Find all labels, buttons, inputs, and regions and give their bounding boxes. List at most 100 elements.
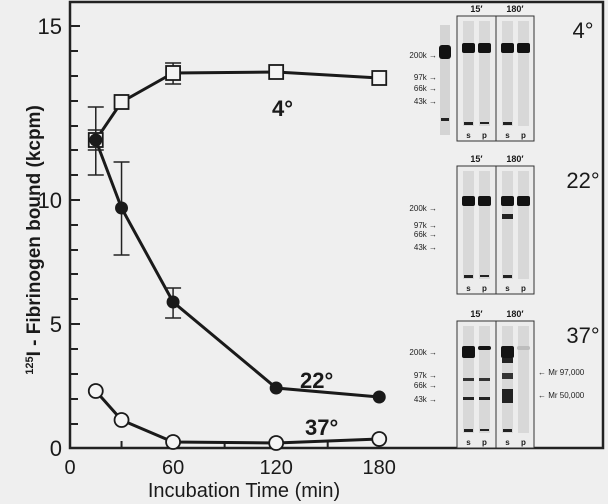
x-tick-label: 180: [363, 457, 396, 479]
lane-label: p: [482, 284, 487, 293]
series-37deg: 37°: [87, 383, 388, 451]
y-tick-label: 15: [38, 14, 62, 39]
gel-panel-22deg: 200k → 97k →66k → 43k → 15′ s p 180′ s p 22°: [409, 154, 600, 295]
lane-label: s: [466, 438, 471, 447]
filled-circle-marker: [372, 390, 386, 404]
mw-marker-label: 66k →: [414, 381, 437, 390]
mw-marker-label: 200k →: [409, 348, 437, 357]
y-axis: 15 10 5 0: [38, 14, 80, 461]
gel-time-label: 15′: [470, 309, 482, 319]
x-tick-label: 0: [64, 457, 75, 479]
gel-lane: [502, 171, 513, 279]
band: [503, 429, 512, 432]
lane-label: p: [521, 438, 526, 447]
x-tick-label: 60: [162, 457, 184, 479]
band: [441, 118, 449, 121]
gel-lane: [502, 21, 513, 126]
mw-marker-label: 43k →: [414, 395, 437, 404]
gel-lane: [518, 326, 529, 433]
mw-marker-label: 97k →: [414, 221, 437, 230]
gel-time-label: 180′: [506, 309, 523, 319]
gel-lane: [502, 326, 513, 433]
gel-box: [456, 165, 497, 295]
gel-lane: [518, 171, 529, 279]
gel-time-label: 15′: [470, 4, 482, 14]
band: [462, 43, 475, 53]
lane-label: s: [466, 284, 471, 293]
gel-temp-label: 4°: [572, 18, 593, 43]
band: [478, 346, 491, 350]
band: [480, 122, 489, 124]
band: [501, 43, 514, 53]
mw-annotation: ← Mr 97,000: [538, 368, 585, 377]
band: [480, 429, 489, 431]
mw-marker-label: 66k →: [414, 230, 437, 239]
band: [479, 397, 490, 400]
y-tick-label: 10: [38, 188, 62, 213]
filled-circle-marker: [269, 381, 283, 395]
lane-label: p: [521, 284, 526, 293]
mw-marker-label: 43k →: [414, 243, 437, 252]
lane-label: s: [505, 131, 510, 140]
y-tick-label: 0: [50, 436, 62, 461]
mw-marker-label: 200k →: [409, 51, 437, 60]
y-axis-label: 125I - Fibrinogen bound (kcpm): [24, 105, 45, 375]
series-line: [94, 139, 380, 399]
band: [502, 389, 513, 403]
x-axis-label: Incubation Time (min): [148, 480, 340, 502]
filled-circle-marker: [166, 295, 180, 309]
band: [479, 378, 490, 381]
gel-time-label: 180′: [506, 154, 523, 164]
gel-box: [456, 320, 497, 449]
gel-panel-37deg: 200k → 97k →66k → 43k → 15′ s p 180′ s p 37° ← Mr …: [409, 309, 600, 449]
lane-label: p: [482, 438, 487, 447]
band: [462, 196, 475, 206]
filled-circle-marker: [89, 133, 103, 147]
band: [501, 346, 514, 358]
lane-label: s: [505, 284, 510, 293]
band: [517, 346, 530, 350]
mw-marker-label: 66k →: [414, 84, 437, 93]
band: [503, 122, 512, 125]
band: [517, 43, 530, 53]
band: [462, 346, 475, 358]
gel-time-label: 15′: [470, 154, 482, 164]
open-circle-marker: [87, 383, 104, 399]
x-axis: 0 60 120 180: [64, 440, 396, 479]
gel-temp-label: 22°: [566, 168, 599, 193]
series-label: 4°: [272, 96, 293, 121]
square-marker: [371, 70, 388, 86]
band: [502, 214, 513, 219]
lane-label: s: [505, 438, 510, 447]
square-marker: [165, 65, 181, 81]
svg-text:125I - Fibrinogen bound (kcpm): 125I - Fibrinogen bound (kcpm): [24, 105, 45, 375]
gel-temp-label: 37°: [566, 323, 599, 348]
mw-marker-label: 97k →: [414, 73, 437, 82]
open-circle-marker: [268, 435, 285, 451]
square-marker: [113, 94, 130, 110]
band: [463, 397, 474, 400]
gel-lane: [479, 171, 490, 279]
open-circle-marker: [371, 431, 388, 447]
band: [480, 275, 489, 277]
series-4deg: 4°: [87, 62, 388, 176]
open-circle-marker: [165, 434, 181, 450]
band: [501, 196, 514, 206]
band: [478, 43, 491, 53]
band: [502, 358, 513, 363]
lane-label: p: [482, 131, 487, 140]
band: [464, 429, 473, 432]
gel-lane: [463, 171, 474, 279]
x-tick-label: 120: [259, 457, 292, 479]
series-22deg: 22°: [87, 129, 386, 404]
band: [517, 196, 530, 206]
band: [502, 373, 513, 379]
band: [478, 196, 491, 206]
y-tick-label: 5: [50, 312, 62, 337]
gel-time-label: 180′: [506, 4, 523, 14]
gel-panel-4deg: 200k → 97k → 66k → 43k → 15′ s p 180′ s p 4°: [409, 4, 594, 142]
series-label: 22°: [300, 368, 333, 393]
band: [503, 275, 512, 278]
series-line: [94, 70, 380, 141]
